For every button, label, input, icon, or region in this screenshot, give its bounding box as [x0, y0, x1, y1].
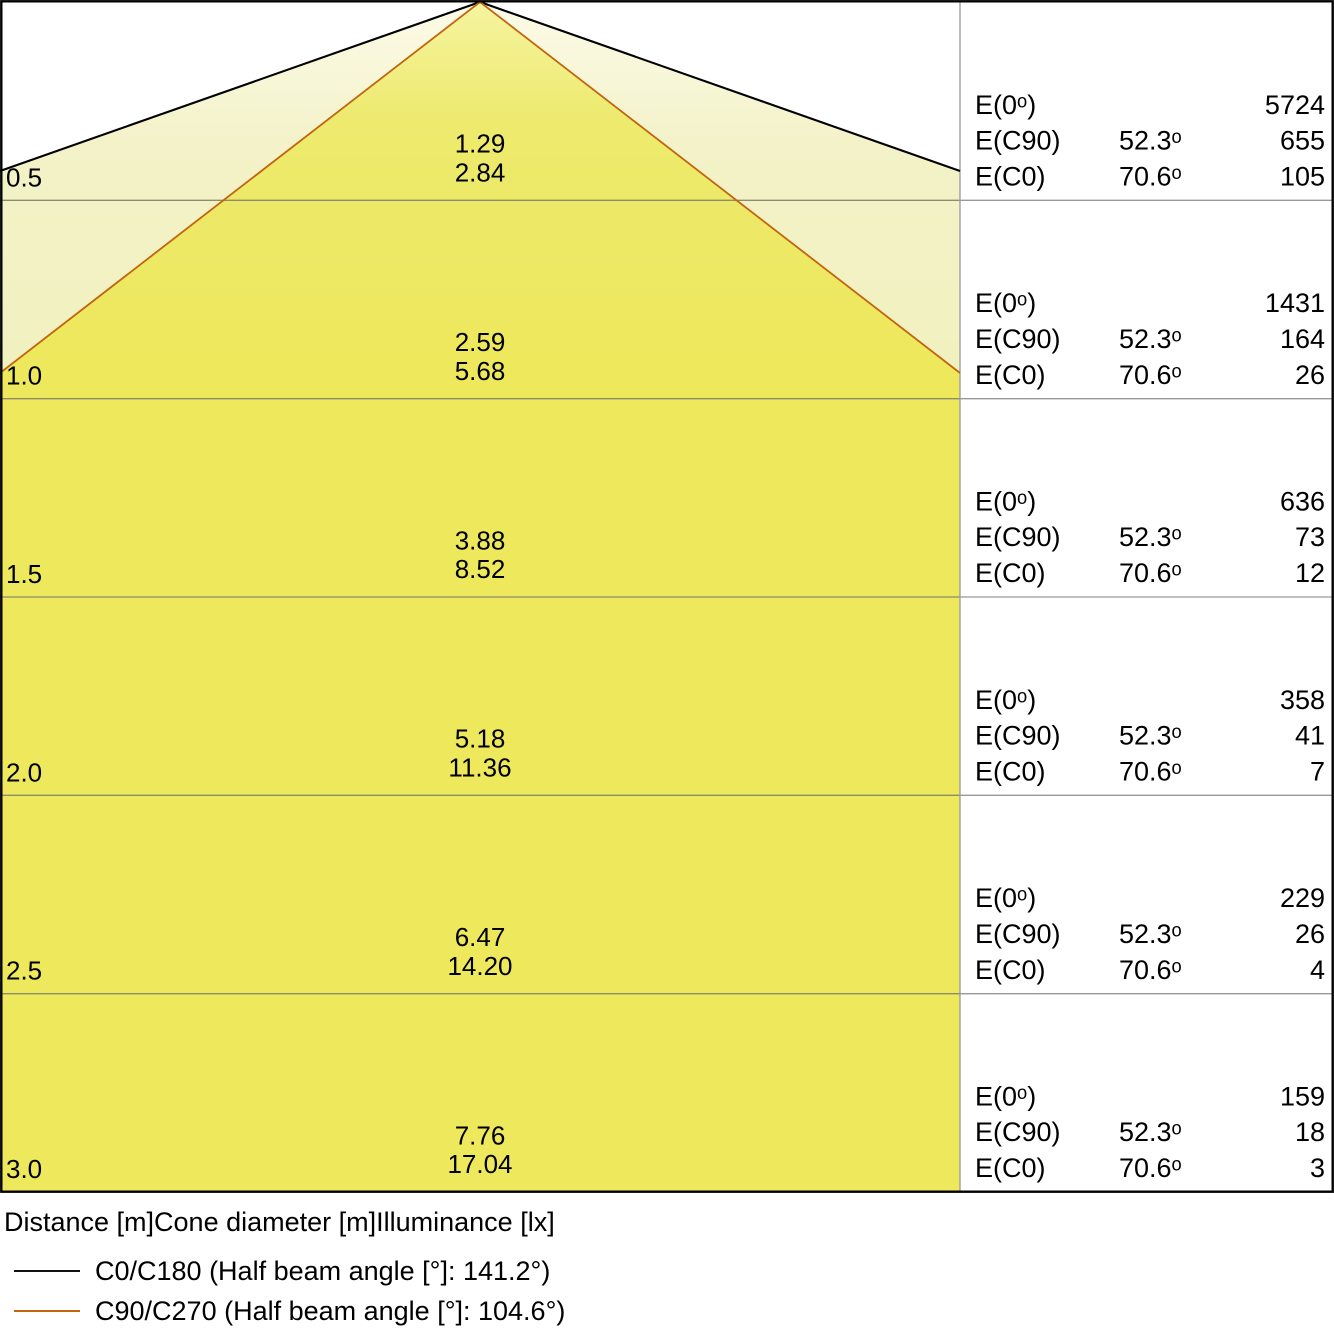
svg-text:52.3ᵒ: 52.3ᵒ [1119, 1117, 1182, 1147]
svg-text:5.68: 5.68 [455, 356, 506, 386]
svg-text:C90/C270 (Half beam angle [°]:: C90/C270 (Half beam angle [°]: 104.6°) [95, 1296, 565, 1326]
svg-text:E(C90): E(C90) [975, 126, 1061, 156]
svg-text:1.5: 1.5 [6, 559, 42, 589]
svg-text:E(C90): E(C90) [975, 919, 1061, 949]
svg-text:14.20: 14.20 [447, 951, 512, 981]
svg-text:2.0: 2.0 [6, 757, 42, 787]
svg-text:358: 358 [1280, 685, 1325, 715]
svg-text:0.5: 0.5 [6, 162, 42, 192]
svg-text:2.59: 2.59 [455, 327, 506, 357]
svg-text:3.0: 3.0 [6, 1154, 42, 1184]
svg-text:52.3ᵒ: 52.3ᵒ [1119, 324, 1182, 354]
svg-text:4: 4 [1310, 955, 1325, 985]
svg-text:E(C90): E(C90) [975, 324, 1061, 354]
svg-text:E(C90): E(C90) [975, 721, 1061, 751]
svg-text:229: 229 [1280, 883, 1325, 913]
svg-text:73: 73 [1295, 522, 1325, 552]
svg-text:52.3ᵒ: 52.3ᵒ [1119, 919, 1182, 949]
svg-text:18: 18 [1295, 1117, 1325, 1147]
svg-text:C0/C180 (Half beam angle [°]:: C0/C180 (Half beam angle [°]: 141.2°) [95, 1256, 550, 1286]
svg-text:E(0ᵒ): E(0ᵒ) [975, 487, 1036, 517]
svg-text:70.6ᵒ: 70.6ᵒ [1119, 162, 1182, 192]
svg-text:5.18: 5.18 [455, 724, 506, 754]
svg-text:E(0ᵒ): E(0ᵒ) [975, 685, 1036, 715]
svg-text:1431: 1431 [1265, 288, 1325, 318]
svg-text:105: 105 [1280, 162, 1325, 192]
svg-text:3: 3 [1310, 1153, 1325, 1183]
svg-text:E(C0): E(C0) [975, 558, 1046, 588]
svg-text:Distance [m]Cone diameter [m]I: Distance [m]Cone diameter [m]Illuminance… [4, 1207, 555, 1237]
svg-text:E(C0): E(C0) [975, 360, 1046, 390]
svg-text:8.52: 8.52 [455, 554, 506, 584]
svg-text:E(C0): E(C0) [975, 955, 1046, 985]
svg-text:41: 41 [1295, 721, 1325, 751]
svg-text:2.84: 2.84 [455, 158, 506, 188]
svg-text:52.3ᵒ: 52.3ᵒ [1119, 126, 1182, 156]
svg-text:70.6ᵒ: 70.6ᵒ [1119, 558, 1182, 588]
svg-text:2.5: 2.5 [6, 956, 42, 986]
svg-text:7: 7 [1310, 757, 1325, 787]
svg-text:1.29: 1.29 [455, 129, 506, 159]
svg-text:E(C0): E(C0) [975, 1153, 1046, 1183]
svg-text:E(0ᵒ): E(0ᵒ) [975, 1082, 1036, 1112]
svg-text:E(C0): E(C0) [975, 162, 1046, 192]
svg-text:7.76: 7.76 [455, 1120, 506, 1150]
svg-text:5724: 5724 [1265, 90, 1325, 120]
svg-text:11.36: 11.36 [448, 753, 511, 783]
svg-text:159: 159 [1280, 1082, 1325, 1112]
svg-text:70.6ᵒ: 70.6ᵒ [1119, 360, 1182, 390]
svg-text:E(0ᵒ): E(0ᵒ) [975, 90, 1036, 120]
svg-text:17.04: 17.04 [447, 1149, 512, 1179]
svg-text:52.3ᵒ: 52.3ᵒ [1119, 721, 1182, 751]
svg-text:636: 636 [1280, 487, 1325, 517]
svg-text:3.88: 3.88 [455, 525, 506, 555]
svg-text:70.6ᵒ: 70.6ᵒ [1119, 955, 1182, 985]
svg-text:655: 655 [1280, 126, 1325, 156]
svg-text:70.6ᵒ: 70.6ᵒ [1119, 757, 1182, 787]
svg-text:E(0ᵒ): E(0ᵒ) [975, 288, 1036, 318]
svg-text:E(C0): E(C0) [975, 757, 1046, 787]
svg-text:70.6ᵒ: 70.6ᵒ [1119, 1153, 1182, 1183]
svg-text:26: 26 [1295, 360, 1325, 390]
svg-text:26: 26 [1295, 919, 1325, 949]
svg-text:164: 164 [1280, 324, 1325, 354]
svg-text:E(C90): E(C90) [975, 1117, 1061, 1147]
svg-text:1.0: 1.0 [6, 361, 42, 391]
svg-text:6.47: 6.47 [455, 922, 506, 952]
svg-text:12: 12 [1295, 558, 1325, 588]
svg-text:52.3ᵒ: 52.3ᵒ [1119, 522, 1182, 552]
svg-text:E(0ᵒ): E(0ᵒ) [975, 883, 1036, 913]
svg-text:E(C90): E(C90) [975, 522, 1061, 552]
